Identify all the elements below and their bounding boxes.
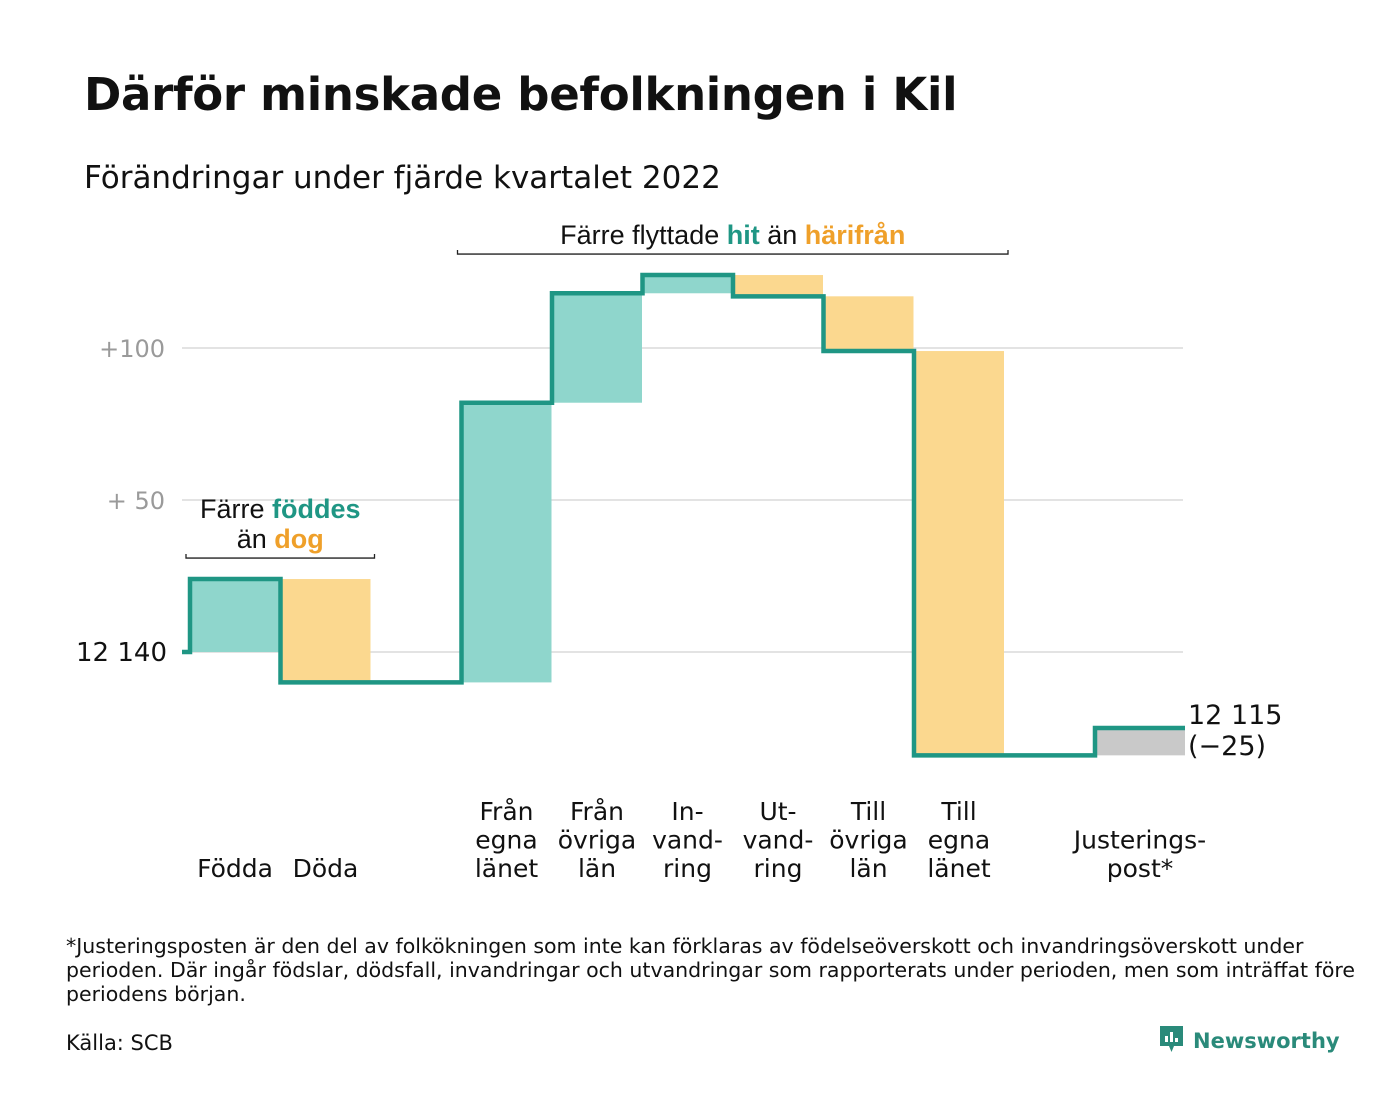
end-change-label: (−25) (1188, 731, 1266, 762)
category-label: Till egna länet (927, 797, 990, 883)
category-label: Födda (197, 854, 273, 883)
waterfall-bar (733, 275, 823, 297)
annotation-text: Färre föddes (200, 494, 361, 524)
annotation-bracket (185, 554, 376, 559)
annotation-text: än dog (237, 524, 324, 554)
annotation-bracket (456, 250, 1009, 255)
brand[interactable]: Newsworthy (1158, 1024, 1340, 1058)
category-label: Döda (293, 854, 359, 883)
waterfall-chart: + 50 +100 12 140 12 115(−25) Födda Döda Från eg… (76, 220, 1282, 884)
waterfall-bar (642, 275, 733, 294)
category-label: Justerings-post* (1072, 826, 1206, 884)
y-tick-label: +100 (99, 335, 165, 363)
newsworthy-logo-icon (1158, 1024, 1185, 1058)
start-value-label: 12 140 (76, 638, 167, 668)
waterfall-bar (461, 402, 552, 683)
brand-name: Newsworthy (1193, 1029, 1340, 1053)
y-tick-label: + 50 (107, 487, 165, 515)
waterfall-bar (280, 579, 371, 683)
category-label: Från egna länet (475, 797, 538, 883)
source-label: Källa: SCB (66, 1031, 173, 1055)
running-total-line (182, 272, 1185, 758)
waterfall-bar (1095, 728, 1185, 756)
waterfall-bar (552, 293, 642, 403)
footnote: *Justeringsposten är den del av folkökni… (66, 934, 1355, 1006)
annotation-text: Färre flyttade hit än härifrån (560, 220, 905, 250)
category-label: Från övriga län (558, 797, 637, 883)
end-value-label: 12 115 (1188, 700, 1282, 731)
chart-title: Därför minskade befolkningen i Kil (84, 68, 958, 121)
waterfall-bar (190, 579, 280, 652)
category-label: Ut-vand-ring (743, 797, 814, 883)
waterfall-bar (823, 296, 914, 352)
chart-subtitle: Förändringar under fjärde kvartalet 2022 (84, 160, 721, 196)
category-label: Till övriga län (829, 797, 908, 883)
category-label: In-vand-ring (652, 797, 723, 883)
waterfall-bar (914, 351, 1004, 756)
